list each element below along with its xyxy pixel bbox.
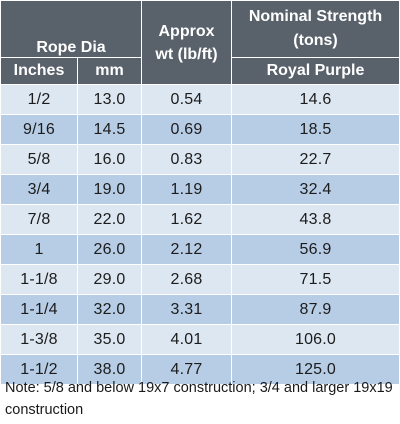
royal-purple-header: Royal Purple <box>231 57 400 85</box>
cell-strength: 22.7 <box>231 144 400 175</box>
cell-weight: 4.01 <box>141 324 232 355</box>
table-row: 1/2 13.0 0.54 14.6 <box>0 84 400 115</box>
table-row: 1-3/8 35.0 4.01 106.0 <box>0 324 400 355</box>
cell-mm: 19.0 <box>77 174 142 205</box>
cell-strength: 87.9 <box>231 294 400 325</box>
table-row: 1-1/4 32.0 3.31 87.9 <box>0 294 400 325</box>
cell-weight: 2.12 <box>141 234 232 265</box>
cell-inches: 1 <box>0 234 78 265</box>
approx-weight-header-line2: wt (lb/ft) <box>155 45 218 63</box>
cell-weight: 0.83 <box>141 144 232 175</box>
table-row: 5/8 16.0 0.83 22.7 <box>0 144 400 175</box>
cell-weight: 3.31 <box>141 294 232 325</box>
rope-spec-table: Rope Dia Approx wt (lb/ft) Nominal Stren… <box>0 0 400 385</box>
cell-mm: 16.0 <box>77 144 142 175</box>
cell-mm: 29.0 <box>77 264 142 295</box>
table-row: 7/8 22.0 1.62 43.8 <box>0 204 400 235</box>
nominal-strength-header: Nominal Strength (tons) <box>231 0 400 58</box>
cell-strength: 125.0 <box>231 354 400 385</box>
cell-inches: 3/4 <box>0 174 78 205</box>
nominal-strength-header-line2: (tons) <box>293 32 338 49</box>
cell-weight: 1.62 <box>141 204 232 235</box>
approx-weight-header: Approx wt (lb/ft) <box>141 0 232 85</box>
table-row: 1-1/8 29.0 2.68 71.5 <box>0 264 400 295</box>
cell-strength: 14.6 <box>231 84 400 115</box>
cell-mm: 26.0 <box>77 234 142 265</box>
cell-weight: 0.69 <box>141 114 232 145</box>
nominal-strength-header-line1: Nominal Strength <box>248 8 383 25</box>
cell-mm: 14.5 <box>77 114 142 145</box>
cell-mm: 32.0 <box>77 294 142 325</box>
approx-weight-header-line1: Approx <box>158 22 215 40</box>
table-header: Rope Dia Approx wt (lb/ft) Nominal Stren… <box>0 0 400 85</box>
cell-weight: 0.54 <box>141 84 232 115</box>
cell-strength: 32.4 <box>231 174 400 205</box>
table-row: 1 26.0 2.12 56.9 <box>0 234 400 265</box>
cell-inches: 1/2 <box>0 84 78 115</box>
cell-strength: 56.9 <box>231 234 400 265</box>
cell-mm: 22.0 <box>77 204 142 235</box>
cell-inches: 7/8 <box>0 204 78 235</box>
rope-dia-header: Rope Dia <box>0 0 142 58</box>
cell-inches: 9/16 <box>0 114 78 145</box>
cell-strength: 71.5 <box>231 264 400 295</box>
cell-strength: 106.0 <box>231 324 400 355</box>
cell-strength: 43.8 <box>231 204 400 235</box>
table-row: 1-1/2 38.0 4.77 125.0 <box>0 354 400 385</box>
cell-inches: 1-3/8 <box>0 324 78 355</box>
table-row: 9/16 14.5 0.69 18.5 <box>0 114 400 145</box>
construction-note: Note: 5/8 and below 19x7 construction; 3… <box>5 380 393 418</box>
inches-header: Inches <box>0 57 78 85</box>
cell-weight: 4.77 <box>141 354 232 385</box>
cell-strength: 18.5 <box>231 114 400 145</box>
cell-weight: 1.19 <box>141 174 232 205</box>
cell-inches: 1-1/2 <box>0 354 78 385</box>
cell-inches: 1-1/4 <box>0 294 78 325</box>
cell-weight: 2.68 <box>141 264 232 295</box>
cell-inches: 1-1/8 <box>0 264 78 295</box>
cell-mm: 13.0 <box>77 84 142 115</box>
cell-mm: 35.0 <box>77 324 142 355</box>
table-row: 3/4 19.0 1.19 32.4 <box>0 174 400 205</box>
table-body: 1/2 13.0 0.54 14.6 9/16 14.5 0.69 18.5 5/8 16.0 0.… <box>0 84 400 385</box>
mm-header: mm <box>77 57 142 85</box>
cell-inches: 5/8 <box>0 144 78 175</box>
